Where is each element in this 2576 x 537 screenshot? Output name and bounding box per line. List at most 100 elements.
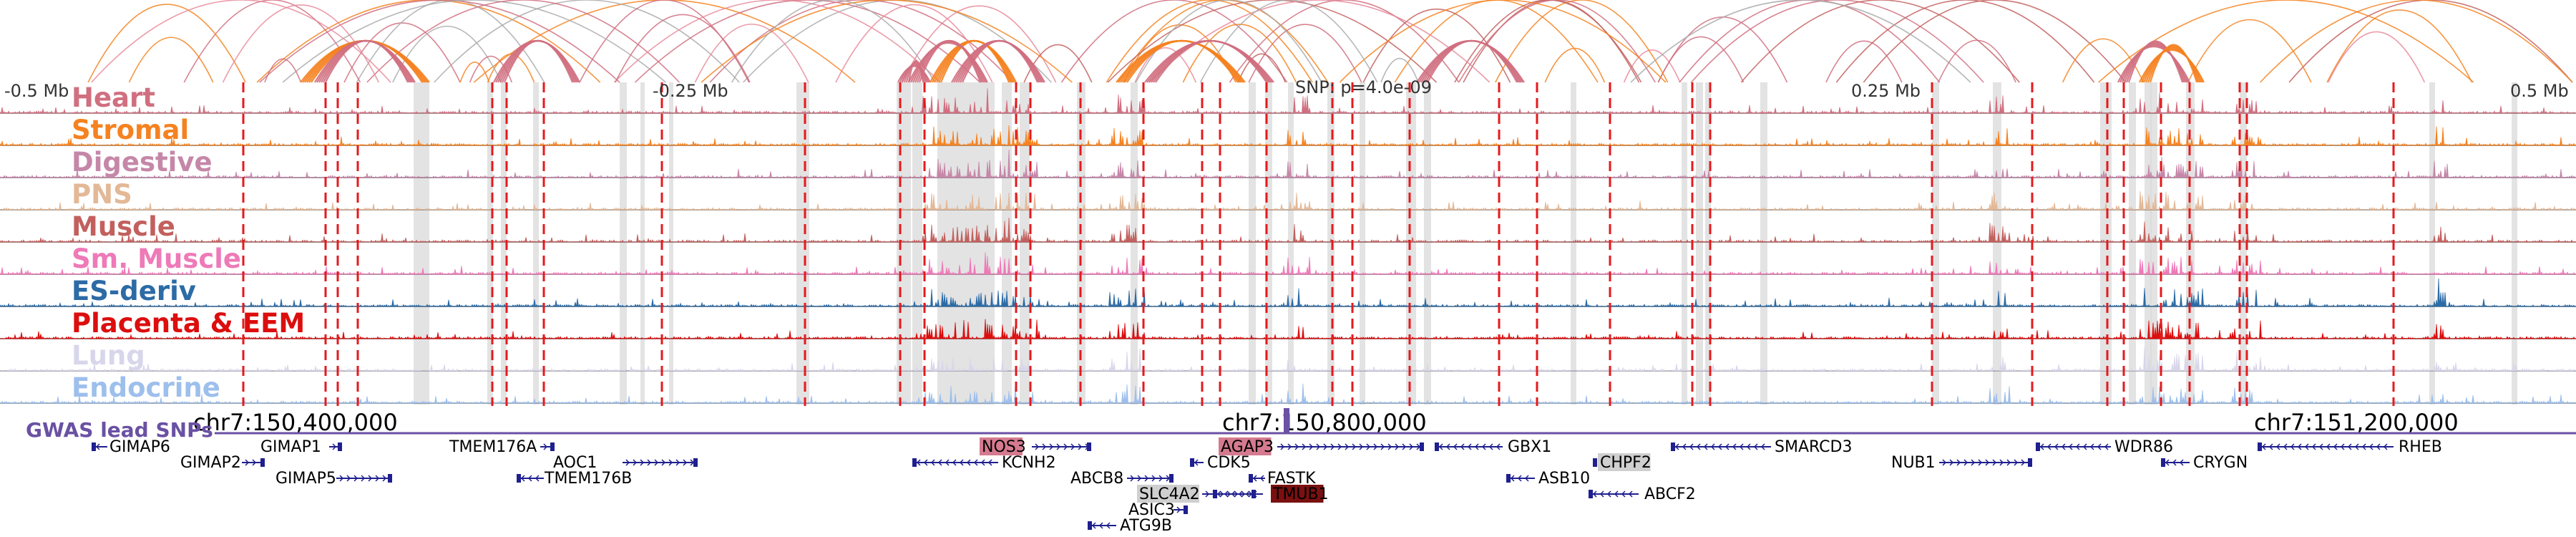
highlight-region [620,82,627,405]
track-label: Lung [72,340,145,371]
strand-arrow [1345,443,1350,450]
loop-arc [901,5,1057,83]
strand-arrow [1056,443,1061,450]
strand-arrow [2275,443,2280,450]
strand-arrow [1259,475,1264,482]
strand-arrow [640,459,645,466]
signal-track [0,125,2576,147]
gene-exon [1087,442,1091,451]
strand-arrow [1621,490,1626,498]
loop-arc [579,0,750,83]
strand-arrow [2104,443,2109,450]
gene-label: FASTK [1267,470,1316,488]
gene-label: TMEM176B [544,470,632,488]
strand-arrow [2014,459,2019,466]
strand-arrow [930,459,935,466]
strand-arrow [1231,490,1236,498]
strand-arrow [2082,443,2087,450]
highlight-region [2429,82,2435,405]
loop-arc [1427,40,1518,83]
gene-label: RHEB [2399,438,2442,456]
gene-label: TMUB1 [1272,485,1329,503]
gene-exon [1671,442,1675,451]
scale-mid-left-label: -0.25 Mb [653,81,728,101]
highlight-region [1760,82,1767,405]
strand-arrow [1194,459,1199,466]
highlight-region [414,82,429,405]
strand-arrow [2075,443,2080,450]
strand-arrow [2340,443,2345,450]
loop-arc [91,0,391,83]
highlight-region [796,82,809,405]
gene-label: TMEM176A [449,438,537,456]
loop-arc [1134,47,1197,83]
loop-arc [901,63,929,83]
strand-arrow [520,475,525,482]
strand-arrow [1366,443,1371,450]
strand-arrow [1438,443,1443,450]
strand-arrow [1106,522,1111,529]
loop-arc [634,0,981,83]
strand-arrow [2039,443,2044,450]
signal-track [0,383,2576,405]
strand-arrow [987,459,992,466]
strand-arrow [2097,443,2102,450]
loop-arc [1863,0,2127,83]
gene-exon [1213,490,1217,498]
strand-arrow [1091,522,1096,529]
loop-arc [903,62,927,83]
gene-exon [517,474,521,483]
strand-arrow [2347,443,2352,450]
strand-arrow [382,475,387,482]
strand-arrow [1956,459,1961,466]
scale-right-label: 0.5 Mb [2510,81,2569,101]
loop-arc [1544,48,1606,83]
gene-label: ASIC3 [1128,501,1175,519]
gene-label: ABCF2 [1644,485,1696,503]
highlight-region [1424,82,1431,405]
gene-label: ATG9B [1120,517,1172,535]
gene-exon [912,458,917,467]
gene-annotation-track: GIMAP6 GIMAP2 GIMAP1 GIMAP5 TMEM176A AOC1TMEM… [92,437,2442,535]
gwas-track-label: GWAS lead SNPs [26,418,213,442]
strand-arrow [535,475,540,482]
gene-exon [1593,458,1597,467]
strand-arrow [2304,443,2309,450]
strand-arrow [1294,443,1299,450]
gene-label: CHPF2 [1600,454,1652,472]
strand-arrow [1373,443,1378,450]
strand-arrow [1078,443,1083,450]
loop-arc [87,4,246,83]
gene-label: ABCB8 [1070,470,1123,488]
gene-label: SLC4A2 [1139,485,1200,503]
strand-arrow [2261,443,2266,450]
highlight-region [1020,82,1030,405]
highlight-region [1288,82,1294,405]
coordinate-label: chr7:150,400,000 [193,409,398,436]
highlight-region [1406,82,1416,405]
signal-track [0,319,2576,340]
strand-arrow [527,475,532,482]
loop-arc [1690,0,1984,83]
highlight-region [1682,82,1687,405]
strand-arrow [2172,459,2177,466]
strand-arrow [1739,443,1744,450]
highlight-region [1265,82,1272,405]
coordinate-label: chr7:150,800,000 [1222,409,1427,436]
strand-arrow [2046,443,2051,450]
strand-arrow [2311,443,2316,450]
highlight-region [533,82,539,405]
strand-arrow [2383,443,2388,450]
strand-arrow [654,459,659,466]
strand-arrow [1732,443,1737,450]
strand-arrow [252,459,257,466]
strand-arrow [1323,443,1328,450]
strand-arrow [1035,443,1040,450]
loop-arc [1060,0,1288,83]
track-label: Placenta & EEM [72,308,305,339]
strand-arrow [2061,443,2066,450]
loop-arc [2187,19,2312,83]
gene-exon [338,442,342,451]
gwas-lead-snp-marker [1284,408,1289,433]
